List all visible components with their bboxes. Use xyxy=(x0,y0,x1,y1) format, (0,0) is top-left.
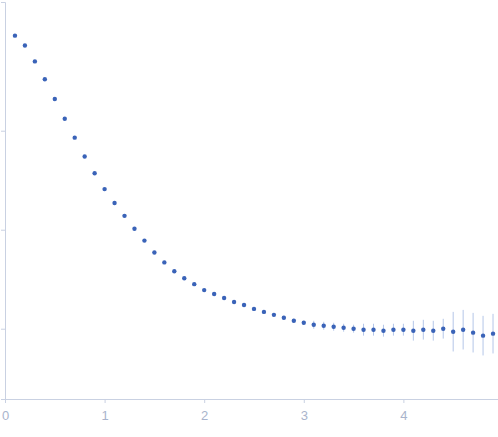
data-point xyxy=(202,288,206,292)
data-point xyxy=(13,33,17,37)
data-point xyxy=(341,326,345,330)
data-point xyxy=(431,328,435,332)
data-point xyxy=(23,43,27,47)
data-point xyxy=(192,282,196,286)
data-point xyxy=(491,331,495,335)
data-point xyxy=(451,329,455,333)
data-point xyxy=(401,327,405,331)
data-point xyxy=(371,327,375,331)
data-point xyxy=(182,276,186,280)
y-tick xyxy=(1,131,5,132)
data-point xyxy=(132,227,136,231)
x-tick-mark xyxy=(105,399,106,403)
y-tick xyxy=(1,230,5,231)
data-point xyxy=(461,327,465,331)
x-tick: 2 xyxy=(201,399,208,423)
plot-area xyxy=(13,33,495,355)
y-tick xyxy=(1,329,5,330)
y-axis xyxy=(1,3,6,400)
data-point xyxy=(122,214,126,218)
data-point xyxy=(112,201,116,205)
data-point xyxy=(262,310,266,314)
data-point xyxy=(212,292,216,296)
data-point xyxy=(232,300,236,304)
data-point xyxy=(282,316,286,320)
x-tick-label: 3 xyxy=(301,408,308,423)
data-point xyxy=(292,319,296,323)
data-point xyxy=(63,117,67,121)
x-tick-mark xyxy=(403,399,404,403)
x-tick: 0 xyxy=(2,399,9,423)
x-tick-label: 4 xyxy=(400,408,407,423)
data-point xyxy=(73,135,77,139)
x-tick: 4 xyxy=(400,399,407,423)
data-point xyxy=(322,324,326,328)
x-tick: 3 xyxy=(301,399,308,423)
x-tick-label: 1 xyxy=(101,408,108,423)
data-point xyxy=(312,323,316,327)
data-point xyxy=(471,330,475,334)
data-point xyxy=(222,296,226,300)
data-point xyxy=(272,313,276,317)
data-point xyxy=(152,250,156,254)
data-point xyxy=(43,77,47,81)
data-point xyxy=(142,238,146,242)
data-point xyxy=(302,321,306,325)
x-tick-label: 2 xyxy=(201,408,208,423)
data-point xyxy=(411,328,415,332)
x-axis: 0 1 2 3 4 xyxy=(2,399,498,423)
data-point xyxy=(381,328,385,332)
data-point xyxy=(441,327,445,331)
data-point xyxy=(252,307,256,311)
y-tick-mark xyxy=(1,131,5,132)
data-point xyxy=(391,327,395,331)
data-point xyxy=(242,303,246,307)
x-tick-mark xyxy=(304,399,305,403)
x-axis-line xyxy=(6,400,498,404)
data-point xyxy=(351,327,355,331)
y-tick-mark xyxy=(1,329,5,330)
chart: 0 1 2 3 4 xyxy=(0,0,498,437)
data-point xyxy=(53,97,57,101)
data-point xyxy=(172,269,176,273)
y-tick-mark xyxy=(1,230,5,231)
data-point xyxy=(421,327,425,331)
data-point xyxy=(92,171,96,175)
data-point xyxy=(481,333,485,337)
y-axis-line xyxy=(1,3,6,400)
data-point xyxy=(331,325,335,329)
data-point xyxy=(102,187,106,191)
data-point xyxy=(33,59,37,63)
x-tick-label: 0 xyxy=(2,408,9,423)
data-point xyxy=(82,154,86,158)
x-tick-mark xyxy=(204,399,205,403)
x-tick: 1 xyxy=(101,399,108,423)
data-point xyxy=(162,260,166,264)
data-point xyxy=(361,327,365,331)
